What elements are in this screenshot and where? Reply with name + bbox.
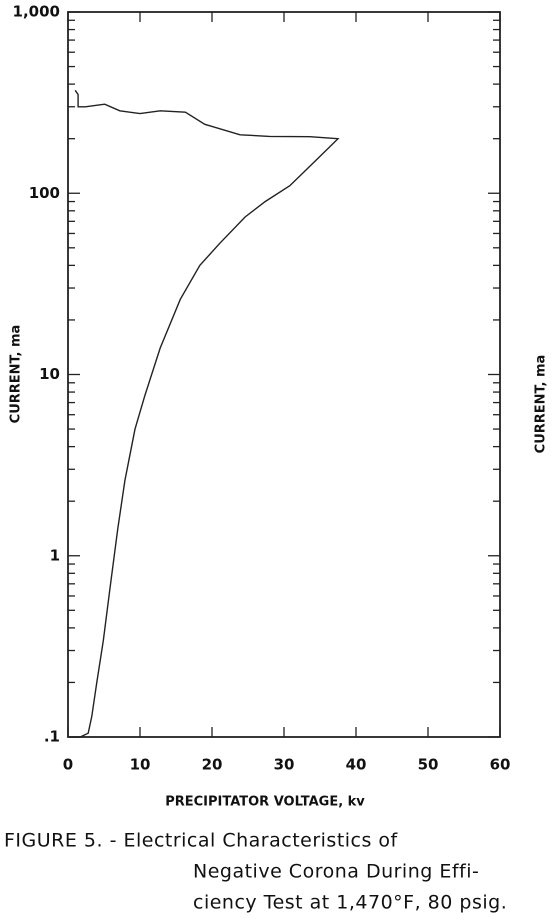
x-tick-label: 20 — [202, 756, 223, 774]
x-tick-label: 60 — [490, 756, 511, 774]
y-axis-label: CURRENT, ma — [9, 325, 24, 424]
y-tick-label: .1 — [44, 728, 60, 746]
data-line — [70, 89, 340, 738]
y2-axis-label: CURRENT, ma — [534, 355, 549, 454]
y-tick-label: 1 — [50, 546, 60, 564]
x-tick-label: 10 — [130, 756, 151, 774]
caption-line: Negative Corona During Effi- — [193, 861, 479, 883]
x-tick-label: 50 — [418, 756, 439, 774]
x-axis-label: PRECIPITATOR VOLTAGE, kv — [165, 795, 365, 810]
caption-line: FIGURE 5. - Electrical Characteristics o… — [4, 830, 399, 852]
x-tick-label: 0 — [63, 756, 73, 774]
plot-frame — [67, 11, 501, 738]
y-tick-label: 1,000 — [13, 3, 60, 21]
x-tick-label: 30 — [274, 756, 295, 774]
y-tick-label: 10 — [39, 365, 60, 383]
y-tick-label: 100 — [29, 184, 60, 202]
caption-line: ciency Test at 1,470°F, 80 psig. — [193, 892, 507, 914]
x-tick-label: 40 — [346, 756, 367, 774]
